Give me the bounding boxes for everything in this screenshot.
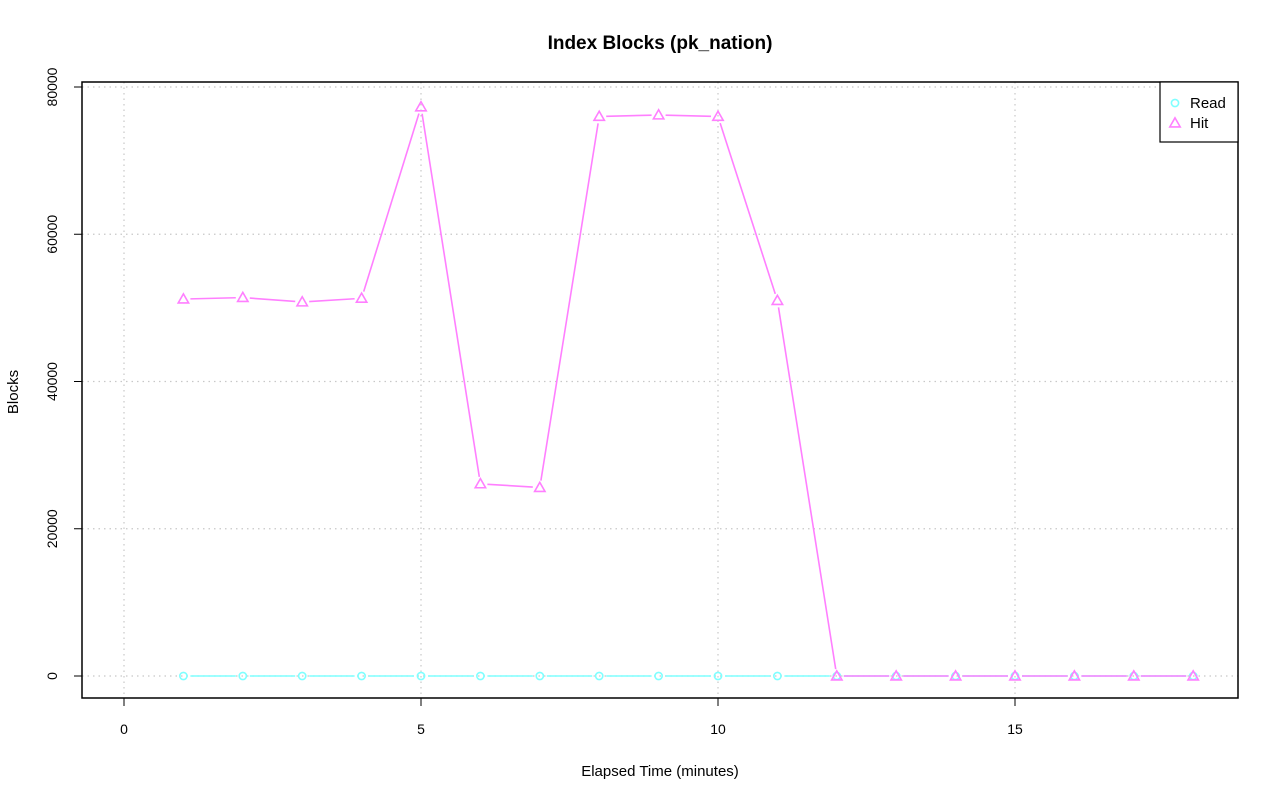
data-point [1008, 669, 1022, 681]
data-point [830, 669, 844, 681]
x-tick-label: 10 [710, 721, 726, 737]
series-line-segment [665, 114, 712, 118]
data-point [295, 295, 309, 307]
x-tick-label: 5 [417, 721, 425, 737]
data-point [1067, 669, 1081, 681]
legend-box [1159, 81, 1239, 143]
grid [82, 82, 1238, 698]
series-line-segment [309, 297, 355, 303]
series-line-segment [190, 296, 236, 300]
x-axis: 0 5 10 15 [120, 697, 1023, 737]
data-point [773, 671, 782, 681]
y-tick-label: 80000 [44, 67, 60, 106]
x-tick-label: 0 [120, 721, 128, 737]
data-point [889, 669, 903, 681]
data-point [176, 292, 190, 304]
legend-label-read: Read [1190, 95, 1226, 112]
data-point [238, 671, 248, 681]
series-layer [176, 100, 1200, 681]
data-point [473, 477, 487, 489]
y-tick-label: 60000 [44, 215, 60, 254]
y-tick-label: 40000 [44, 362, 60, 401]
legend: Read Hit [1159, 81, 1239, 143]
series-line-segment [362, 113, 420, 292]
series-line-segment [719, 122, 777, 295]
series-hit [176, 100, 1200, 681]
data-point [236, 290, 250, 303]
data-point [652, 108, 666, 120]
data-point [475, 671, 485, 681]
x-axis-label: Elapsed Time (minutes) [581, 763, 739, 780]
data-point [711, 109, 725, 122]
series-line-segment [777, 307, 837, 670]
plot-frame [81, 81, 1239, 699]
legend-marker-hit [1168, 116, 1182, 128]
chart-title: Index Blocks (pk_nation) [548, 33, 773, 54]
x-tick-label: 15 [1007, 721, 1023, 737]
data-point [178, 671, 188, 681]
series-line-segment [540, 123, 599, 481]
data-point [355, 291, 369, 304]
data-point [357, 671, 366, 681]
data-point [416, 671, 426, 681]
y-tick-label: 0 [44, 672, 60, 680]
data-point [592, 109, 606, 122]
data-point [654, 671, 663, 681]
data-point [535, 671, 545, 681]
series-line-segment [487, 483, 533, 488]
data-point [533, 480, 547, 493]
series-line-segment [421, 113, 481, 478]
data-point [949, 669, 963, 681]
series-line-segment [606, 114, 652, 118]
data-point [594, 671, 604, 681]
data-point [713, 671, 723, 681]
data-point [414, 100, 428, 112]
y-axis-label: Blocks [5, 370, 22, 414]
data-point [1186, 669, 1200, 681]
data-point [297, 671, 307, 681]
y-tick-label: 20000 [44, 509, 60, 548]
y-axis: 0 20000 40000 60000 80000 [44, 67, 82, 680]
legend-label-hit: Hit [1190, 115, 1209, 132]
series-line-segment [249, 297, 296, 303]
data-point [1127, 669, 1141, 681]
data-point [770, 293, 784, 306]
legend-marker-read [1170, 98, 1180, 108]
